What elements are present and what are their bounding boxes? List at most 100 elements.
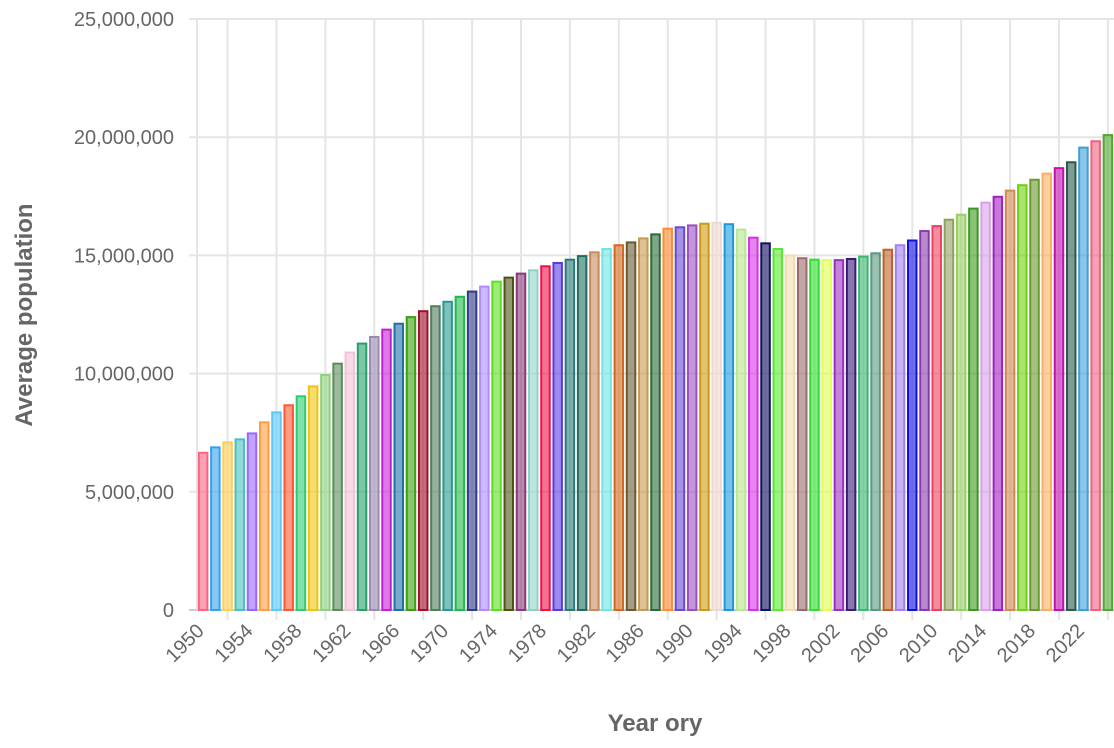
bar-1965 — [381, 328, 392, 611]
bar-2009 — [919, 230, 930, 611]
bar-1973 — [479, 285, 490, 611]
bar-1961 — [332, 362, 343, 611]
bar-2020 — [1053, 167, 1065, 611]
y-tick-label: 25,000,000 — [74, 9, 174, 31]
bar-2013 — [968, 207, 979, 611]
bar-1978 — [540, 265, 551, 611]
bar-1987 — [650, 233, 661, 611]
bar-1967 — [405, 316, 417, 611]
bar-1966 — [393, 322, 404, 611]
bar-1979 — [552, 261, 563, 611]
bar-1997 — [772, 248, 784, 611]
bar-1989 — [674, 226, 686, 611]
x-tick-label: 2010 — [895, 620, 942, 667]
y-axis-ticks: 0 5,000,000 10,000,000 15,000,000 20,000,000… — [74, 9, 174, 622]
bar-1953 — [234, 438, 246, 612]
bar-2014 — [980, 201, 991, 611]
bar-1982 — [589, 251, 600, 611]
x-tick-label: 1978 — [504, 620, 551, 667]
bar-1981 — [576, 255, 588, 611]
bar-1957 — [283, 404, 294, 611]
bar-2000 — [809, 258, 820, 611]
bar-1955 — [258, 421, 270, 611]
bars — [197, 134, 1114, 612]
bar-1983 — [601, 248, 612, 611]
bar-2004 — [858, 255, 869, 611]
x-tick-label: 1962 — [308, 620, 355, 667]
x-tick-label: 2014 — [944, 620, 991, 667]
bar-2022 — [1078, 146, 1089, 611]
bar-2015 — [992, 195, 1004, 611]
bar-1969 — [430, 305, 441, 611]
bar-2023 — [1090, 140, 1101, 611]
bar-2010 — [931, 225, 942, 611]
bar-2016 — [1004, 189, 1016, 611]
bar-1995 — [748, 236, 759, 611]
bar-2001 — [821, 259, 832, 611]
bar-1954 — [246, 432, 258, 612]
bar-2002 — [833, 259, 845, 611]
x-tick-label: 2006 — [846, 620, 893, 667]
x-axis-title: Year ory — [608, 710, 703, 737]
y-tick-label: 15,000,000 — [74, 245, 174, 267]
bar-2012 — [955, 213, 967, 611]
bar-2005 — [870, 252, 881, 611]
bar-1959 — [307, 385, 319, 611]
x-tick-label: 1986 — [602, 620, 649, 667]
bar-1958 — [295, 395, 307, 611]
bar-1976 — [515, 272, 527, 611]
bar-1984 — [613, 244, 625, 611]
bar-1960 — [320, 374, 331, 611]
x-tick-label: 1958 — [259, 620, 306, 667]
y-tick-label: 10,000,000 — [74, 364, 174, 386]
bar-1994 — [735, 228, 747, 612]
x-tick-label: 1974 — [455, 620, 502, 667]
bar-2024 — [1102, 134, 1114, 612]
bar-1964 — [369, 335, 380, 611]
bar-1996 — [760, 242, 771, 611]
bar-1991 — [699, 222, 710, 611]
x-tick-label: 1982 — [553, 620, 600, 667]
x-tick-label: 1954 — [211, 620, 258, 667]
y-tick-label: 20,000,000 — [74, 127, 174, 149]
bar-1951 — [210, 446, 221, 612]
bar-1985 — [625, 241, 637, 611]
x-tick-label: 1950 — [162, 620, 209, 667]
bar-1974 — [491, 280, 502, 611]
x-tick-label: 1970 — [406, 620, 453, 667]
bar-1950 — [197, 451, 209, 611]
bar-2006 — [882, 248, 894, 611]
x-tick-label: 2022 — [1042, 620, 1089, 667]
bar-1952 — [222, 441, 233, 611]
bar-1980 — [564, 258, 576, 611]
bar-2008 — [907, 239, 918, 611]
bar-2007 — [894, 244, 906, 611]
bar-1968 — [417, 310, 429, 611]
bar-1970 — [442, 300, 453, 611]
bar-1998 — [784, 254, 796, 611]
bar-1988 — [662, 227, 673, 611]
bar-1956 — [271, 411, 282, 611]
bar-1972 — [466, 290, 478, 611]
x-tick-label: 1998 — [749, 620, 796, 667]
bar-1993 — [723, 223, 735, 612]
x-tick-label: 1990 — [651, 620, 698, 667]
bar-1992 — [711, 221, 722, 611]
bar-2019 — [1041, 172, 1053, 612]
bar-1963 — [356, 342, 368, 611]
x-tick-label: 2002 — [797, 620, 844, 667]
bar-2011 — [943, 218, 955, 611]
x-axis-ticks: 1950 1954 1958 1962 1966 1970 1974 1978 1982 1986… — [162, 620, 1089, 667]
bar-2021 — [1065, 161, 1077, 612]
bar-1975 — [503, 276, 515, 611]
y-tick-label: 0 — [163, 600, 174, 622]
x-tick-label: 1966 — [357, 620, 404, 667]
bar-1971 — [454, 295, 466, 611]
bar-1962 — [344, 351, 356, 611]
bar-1990 — [686, 224, 698, 611]
bar-2017 — [1017, 184, 1028, 611]
bar-1999 — [796, 257, 808, 611]
y-axis-title: Average population — [11, 203, 38, 426]
bar-1977 — [527, 269, 539, 611]
